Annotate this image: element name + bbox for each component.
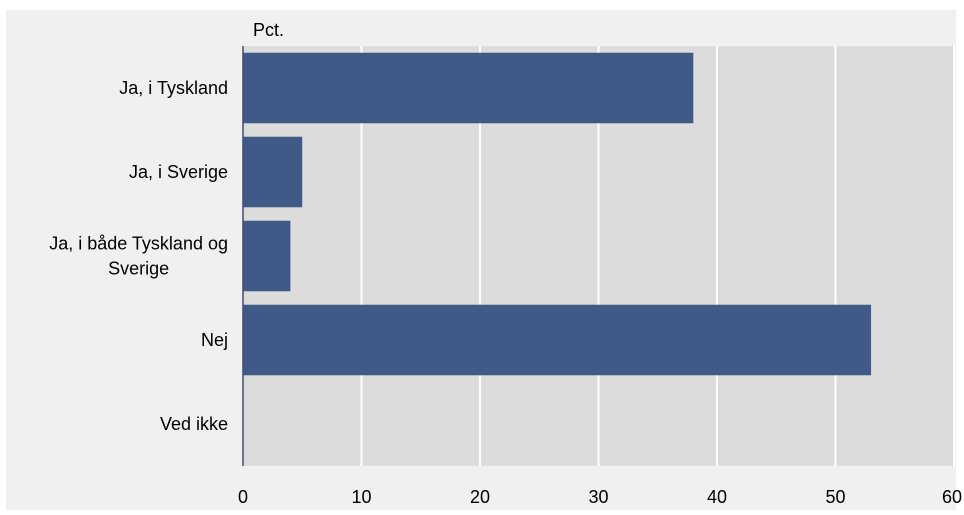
- bar: [243, 136, 303, 208]
- bars: [243, 52, 872, 376]
- category-labels: Ja, i Tyskland Ja, i Sverige Ja, i både Ty…: [49, 78, 228, 434]
- x-tick-labels: 0 10 20 30 40 50 60: [238, 487, 962, 507]
- category-label-line: Ja, i Tyskland: [119, 78, 228, 98]
- x-tick-label: 30: [588, 487, 608, 507]
- category-label-line: Sverige: [108, 259, 169, 279]
- x-tick-label: 40: [707, 487, 727, 507]
- category-label-line: Ved ikke: [160, 414, 228, 434]
- x-tick-label: 10: [351, 487, 371, 507]
- x-tick-label: 60: [942, 487, 962, 507]
- category-label: Nej: [201, 330, 228, 350]
- category-label: Ved ikke: [160, 414, 228, 434]
- x-tick-label: 0: [238, 487, 248, 507]
- unit-label: Pct.: [253, 20, 284, 40]
- category-label-line: Ja, i både Tyskland og: [49, 234, 228, 254]
- bar: [243, 304, 872, 376]
- bar: [243, 52, 694, 124]
- category-label: Ja, i Tyskland: [119, 78, 228, 98]
- category-label: Ja, i både Tyskland og Sverige: [49, 234, 228, 279]
- bar: [243, 220, 291, 292]
- category-label: Ja, i Sverige: [129, 162, 228, 182]
- category-label-line: Nej: [201, 330, 228, 350]
- x-tick-label: 20: [470, 487, 490, 507]
- category-label-line: Ja, i Sverige: [129, 162, 228, 182]
- x-tick-label: 50: [825, 487, 845, 507]
